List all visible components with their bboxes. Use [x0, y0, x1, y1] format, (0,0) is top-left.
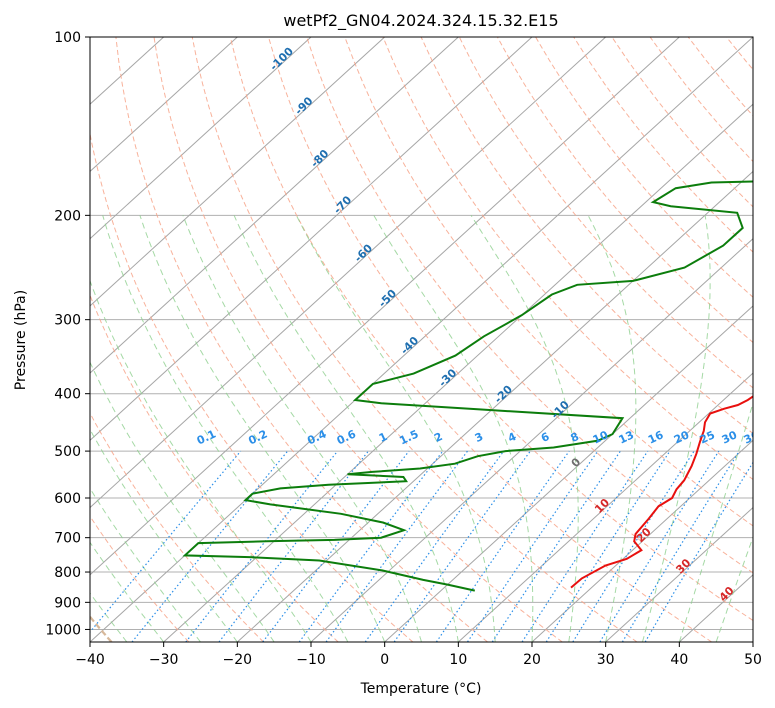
y-axis-label: Pressure (hPa) [13, 290, 29, 390]
axis-ticks: −40 −30 −20 −10 0 10 20 30 40 50 100 200 300 400 500 60… [45, 30, 762, 668]
y-tick-label: 700 [54, 531, 81, 547]
mixing-ratio-label: 36 [742, 428, 762, 446]
y-tick-label: 100 [54, 30, 81, 46]
dry-adiabat-line [535, 37, 753, 298]
dry-adiabat-line [90, 131, 414, 642]
mixing-ratio-line [262, 450, 410, 642]
moist-adiabat-line [102, 215, 349, 642]
mixing-ratio-label: 10 [591, 428, 611, 446]
x-tick-label: 40 [670, 652, 688, 668]
dewpoint-line [182, 180, 753, 592]
mixing-ratio-line [545, 450, 671, 642]
x-tick-label: 0 [380, 652, 389, 668]
moist-adiabat-line [90, 487, 201, 642]
isotherm-line [605, 506, 753, 642]
x-tick-label: 20 [523, 652, 541, 668]
mixing-ratio-line [364, 450, 505, 642]
dry-adiabat-line [268, 37, 753, 622]
isotherm-line [531, 439, 753, 642]
mixing-ratio-line [325, 450, 468, 642]
isotherm-line [236, 170, 753, 642]
dry-adiabat-line [153, 37, 563, 642]
dry-adiabat-line [115, 37, 488, 642]
mixing-ratio-label: 16 [646, 428, 666, 446]
isotherm-line [90, 37, 533, 442]
moist-adiabat-line [90, 279, 312, 642]
x-tick-label: −40 [75, 652, 105, 668]
y-tick-label: 600 [54, 491, 81, 507]
y-tick-label: 1000 [45, 622, 81, 638]
temperature-line [570, 395, 753, 589]
background-lines [90, 37, 753, 642]
mixing-ratio-label: 13 [617, 428, 636, 446]
x-tick-label: 50 [744, 652, 762, 668]
dry-adiabat-line [229, 37, 712, 642]
y-tick-label: 400 [54, 387, 81, 403]
isotherm-line [90, 37, 607, 509]
dry-adiabat-line [191, 37, 638, 642]
mixing-ratio-line [185, 450, 339, 642]
mixing-ratio-label: 30 [720, 428, 740, 446]
moist-adiabat-line [587, 215, 637, 642]
moist-adiabat-line [373, 215, 534, 642]
isotherm-line [90, 37, 680, 576]
dry-adiabat-line [90, 412, 264, 642]
mixing-ratio-line [435, 450, 570, 642]
mixing-ratio-line [466, 450, 599, 642]
mixing-ratio-line [90, 450, 242, 633]
x-tick-label: 30 [597, 652, 615, 668]
moist-adiabat-line [642, 215, 711, 642]
mixing-ratio-label: 20 [672, 428, 692, 446]
mixing-ratio-line [521, 450, 649, 642]
chart-title: wetPf2_GN04.2024.324.15.32.E15 [283, 11, 558, 31]
mixing-ratio-line [621, 450, 740, 642]
mixing-ratio-line [393, 450, 531, 642]
x-tick-label: −20 [223, 652, 253, 668]
dry-adiabat-line [344, 37, 753, 527]
dry-adiabat-line [496, 37, 753, 344]
dry-adiabat-line [306, 37, 753, 574]
x-tick-label: −10 [296, 652, 326, 668]
isotherm-line [90, 37, 238, 173]
y-tick-label: 900 [54, 595, 81, 611]
dry-adiabat-line [382, 37, 753, 481]
isotherm-line [90, 37, 312, 240]
mixing-ratio-label: 25 [698, 428, 717, 446]
mixing-ratio-line [298, 450, 444, 642]
y-tick-label: 500 [54, 444, 81, 460]
moist-adiabat-line [90, 361, 275, 642]
x-tick-label: 10 [449, 652, 467, 668]
isotherm-line [457, 372, 753, 642]
x-axis-label: Temperature (°C) [360, 681, 482, 697]
mixing-ratio-line [572, 450, 695, 642]
dry-adiabat-line [420, 37, 753, 435]
plot-frame [89, 36, 754, 643]
y-tick-label: 800 [54, 565, 81, 581]
moist-adiabat-line [470, 215, 579, 642]
isotherm-line [90, 37, 459, 374]
y-tick-label: 300 [54, 313, 81, 329]
mixing-ratio-line [491, 450, 621, 642]
profile-lines [182, 180, 753, 592]
mixing-ratio-line [131, 450, 289, 642]
y-tick-label: 200 [54, 208, 81, 224]
x-tick-label: −30 [149, 652, 179, 668]
isotherm-line [384, 305, 753, 642]
moist-adiabat-line [233, 215, 459, 642]
isotherm-line [90, 37, 386, 307]
